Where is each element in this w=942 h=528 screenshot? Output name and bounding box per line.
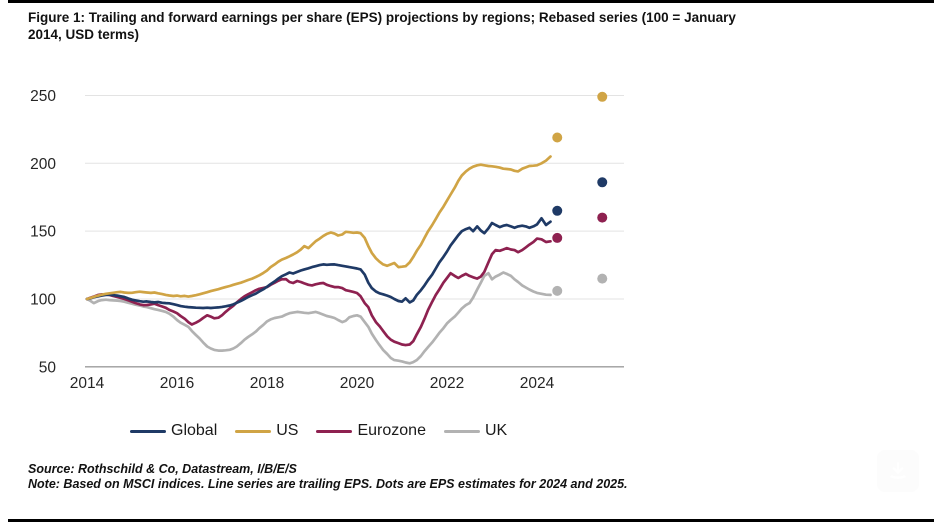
legend-label-uk: UK	[484, 422, 508, 439]
legend-item-global: Global	[130, 422, 217, 440]
legend-item-us: US	[235, 422, 298, 440]
x-tick-2014: 2014	[70, 375, 105, 392]
x-tick-2022: 2022	[430, 375, 464, 392]
y-tick-50: 50	[39, 359, 57, 376]
chart-legend: Global US Eurozone UK	[130, 420, 507, 442]
eurozone-2025-estimate-dot	[597, 212, 608, 223]
eurozone-2024-estimate-dot	[552, 232, 563, 243]
legend-swatch-us	[235, 429, 272, 433]
x-tick-2016: 2016	[160, 375, 194, 392]
global-2025-estimate-dot	[597, 177, 608, 188]
figure-title-line1: Figure 1: Trailing and forward earnings …	[28, 10, 736, 25]
series-line-uk	[85, 271, 552, 365]
series-line-global	[85, 216, 552, 310]
download-button[interactable]	[877, 450, 919, 492]
bottom-divider	[8, 519, 934, 522]
series-line-us	[85, 155, 552, 301]
x-tick-2020: 2020	[340, 375, 375, 392]
series-line-eurozone	[85, 237, 552, 347]
y-tick-250: 250	[30, 88, 56, 105]
legend-label-eurozone: Eurozone	[357, 422, 426, 439]
uk-2025-estimate-dot	[597, 273, 608, 284]
source-text: Source: Rothschild & Co, Datastream, I/B…	[28, 462, 297, 476]
download-icon	[890, 462, 906, 479]
y-tick-150: 150	[30, 224, 56, 241]
x-tick-2024: 2024	[520, 375, 555, 392]
figure-title-line2: 2014, USD terms)	[28, 27, 140, 42]
legend-item-uk: UK	[443, 422, 508, 440]
top-divider	[8, 0, 934, 3]
legend-swatch-global	[130, 429, 166, 433]
legend-swatch-uk	[443, 429, 480, 433]
note-text: Note: Based on MSCI indices. Line series…	[28, 477, 628, 491]
legend-label-us: US	[276, 422, 299, 439]
y-tick-100: 100	[30, 292, 56, 309]
footnotes: Source: Rothschild & Co, Datastream, I/B…	[28, 462, 628, 492]
global-2024-estimate-dot	[552, 205, 563, 216]
y-tick-200: 200	[30, 156, 56, 173]
figure-title: Figure 1: Trailing and forward earnings …	[28, 9, 918, 43]
uk-2024-estimate-dot	[552, 285, 563, 296]
x-tick-2018: 2018	[250, 375, 284, 392]
us-2025-estimate-dot	[597, 91, 608, 102]
legend-swatch-eurozone	[316, 429, 353, 433]
us-2024-estimate-dot	[552, 132, 563, 143]
legend-label-global: Global	[171, 422, 218, 439]
legend-item-eurozone: Eurozone	[316, 422, 426, 440]
